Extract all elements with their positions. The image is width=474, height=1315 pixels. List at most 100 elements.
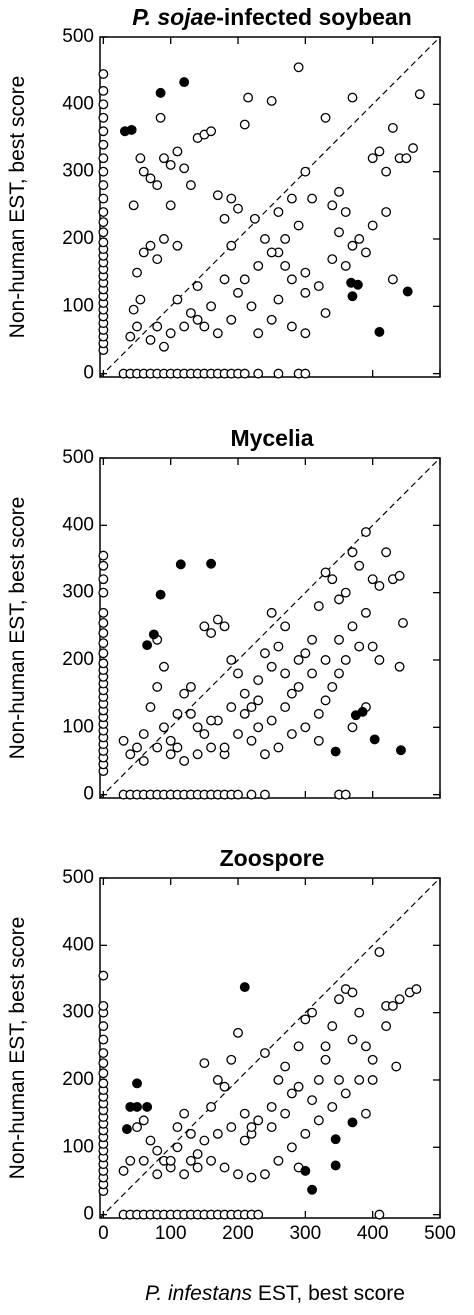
x-tick-label: 500	[424, 1223, 456, 1244]
y-tick-label: 0	[83, 363, 94, 384]
open-point	[199, 1058, 210, 1069]
open-point	[320, 308, 331, 318]
open-point	[212, 328, 223, 339]
open-point	[253, 1115, 264, 1126]
open-point	[233, 668, 243, 679]
y-tick-label: 100	[62, 1136, 94, 1157]
filled-point	[352, 279, 363, 290]
open-point	[125, 331, 136, 342]
open-point	[118, 735, 129, 746]
open-point	[98, 648, 109, 659]
open-point	[98, 658, 109, 669]
open-point	[300, 166, 311, 177]
y-tick-label: 300	[62, 582, 94, 603]
open-point	[152, 1169, 163, 1180]
open-point	[212, 1128, 223, 1139]
open-point	[219, 274, 230, 285]
open-point	[334, 186, 344, 197]
filled-point	[330, 1160, 341, 1171]
plot-frame	[99, 877, 441, 1219]
open-point	[152, 681, 163, 692]
open-point	[253, 695, 264, 706]
open-point	[246, 1122, 257, 1133]
open-point	[266, 661, 277, 672]
open-point	[381, 207, 392, 217]
title-italic: P. sojae	[132, 4, 216, 30]
open-point	[327, 200, 338, 211]
y-tick-label: 300	[62, 161, 94, 182]
open-point	[253, 260, 264, 271]
open-point	[152, 1145, 163, 1156]
open-point	[246, 1172, 257, 1183]
open-point	[155, 112, 166, 123]
open-point	[138, 1155, 149, 1166]
x-tick-label: 0	[98, 1223, 109, 1244]
open-point	[239, 1108, 250, 1119]
open-point	[185, 1128, 196, 1139]
open-point	[192, 722, 203, 733]
open-point	[192, 1149, 203, 1159]
filled-point	[347, 291, 358, 302]
y-tick-label: 500	[62, 26, 94, 47]
open-point	[367, 220, 378, 231]
open-point	[280, 668, 291, 679]
open-point	[206, 628, 217, 638]
open-point	[138, 729, 149, 739]
filled-point	[148, 629, 159, 640]
filled-point	[402, 286, 413, 297]
open-point	[354, 1075, 365, 1085]
x-tick-label: 400	[357, 1223, 389, 1244]
open-point	[307, 668, 318, 679]
open-point	[398, 618, 408, 628]
open-point	[266, 1101, 277, 1112]
open-point	[374, 146, 385, 157]
open-point	[313, 1075, 324, 1085]
open-point	[165, 328, 176, 339]
open-point	[239, 119, 250, 130]
open-point	[165, 1155, 176, 1166]
open-point	[394, 570, 405, 581]
open-point	[313, 708, 324, 719]
y-axis-label: Non-human EST, best score	[6, 497, 29, 760]
open-point	[381, 166, 392, 177]
open-point	[320, 655, 331, 665]
y-tick-label: 100	[62, 716, 94, 737]
open-point	[327, 574, 338, 585]
filled-point	[126, 124, 137, 135]
open-point	[293, 1081, 304, 1092]
open-point	[172, 708, 183, 719]
open-point	[212, 190, 223, 201]
open-point	[347, 987, 358, 998]
open-point	[347, 722, 358, 733]
open-point	[360, 1108, 371, 1119]
open-point	[327, 681, 338, 692]
open-point	[179, 163, 190, 174]
open-point	[334, 634, 344, 645]
open-point	[293, 1041, 304, 1052]
open-point	[320, 695, 331, 706]
open-point	[98, 1021, 109, 1032]
y-tick-label: 400	[62, 514, 94, 535]
x-tick-label: 200	[222, 1223, 254, 1244]
open-point	[226, 1122, 237, 1133]
open-point	[179, 688, 190, 699]
filled-point	[155, 589, 166, 600]
open-point	[179, 1169, 190, 1180]
open-point	[159, 153, 169, 164]
open-point	[192, 314, 203, 325]
open-point	[246, 301, 257, 312]
y-axis-label: Non-human EST, best score	[6, 917, 29, 1180]
y-tick-label: 200	[62, 1069, 94, 1090]
open-point	[320, 1054, 331, 1065]
filled-point	[132, 1101, 142, 1112]
open-point	[394, 661, 405, 672]
open-point	[152, 180, 163, 191]
y-tick-label: 0	[83, 1204, 94, 1225]
open-point	[239, 688, 250, 699]
open-point	[145, 335, 156, 345]
open-point	[411, 984, 422, 995]
open-point	[253, 722, 264, 733]
open-point	[219, 621, 230, 632]
open-point	[132, 267, 142, 278]
open-point	[212, 1075, 223, 1085]
